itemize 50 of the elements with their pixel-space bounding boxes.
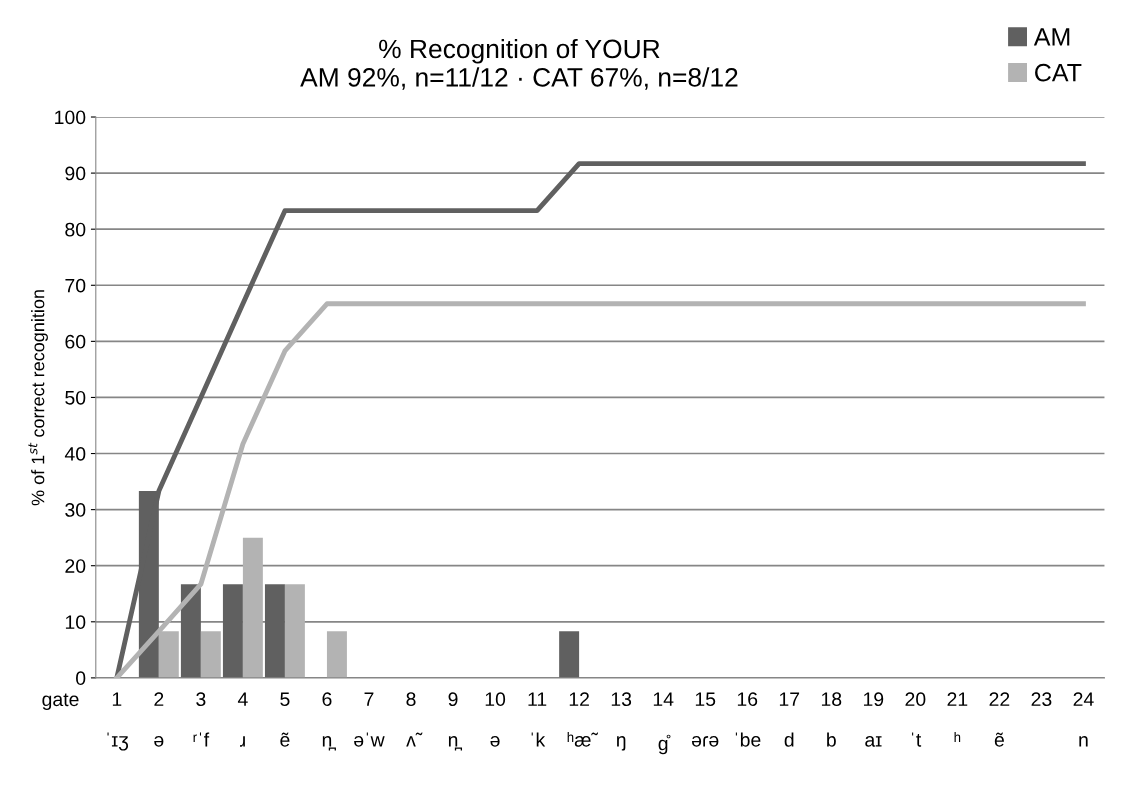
category-label: 21 ʰ <box>947 692 968 742</box>
chart-title: % Recognition of YOUR AM 92%, n=11/12 · CAT 67%, n=8/12 <box>300 38 738 90</box>
y-tick-label: 70 <box>65 278 86 293</box>
category-label: 19 aɪ <box>863 692 884 747</box>
y-tick-label: 10 <box>65 615 86 630</box>
bar <box>264 584 285 678</box>
category-label: 8 ʌ̃ <box>406 692 423 747</box>
category-label: 24 n <box>1073 692 1094 747</box>
y-axis-title: % of 1$^{st}$ correct recognition <box>28 290 48 506</box>
category-label: 5 ẽ <box>280 692 290 747</box>
bar <box>559 631 580 678</box>
category-label: 3 ʳˈf <box>193 692 210 747</box>
bar <box>326 631 347 678</box>
bar <box>284 584 305 678</box>
line-series <box>114 301 1086 678</box>
bar <box>242 537 263 678</box>
category-label: 18 b <box>821 692 842 747</box>
category-label: 6 n̪ <box>322 692 336 751</box>
y-tick-label: 80 <box>65 222 86 237</box>
y-tick-label: 20 <box>65 559 86 573</box>
y-tick-label: 100 <box>55 110 86 125</box>
bar <box>180 584 201 678</box>
category-label: 17 d <box>779 692 800 747</box>
y-tick-label: 90 <box>65 166 86 181</box>
category-label: 10 ə <box>485 692 506 747</box>
legend-label: AM <box>1033 28 1070 46</box>
category-label: 12 ʰæ̃ <box>567 692 599 747</box>
y-tick-label: 40 <box>64 447 86 461</box>
category-label: 1 ˈɪʒ <box>107 692 129 751</box>
category-label: 14 g̊ <box>653 692 674 755</box>
category-label: 22 ẽ <box>989 692 1010 747</box>
bar <box>222 584 243 678</box>
category-label: 13 ŋ <box>611 692 632 751</box>
category-label: 15 əɾə <box>691 692 719 747</box>
category-label: 7 əˈw <box>354 692 385 747</box>
y-tick-label: 50 <box>65 390 86 405</box>
y-tick-label: 60 <box>65 334 86 349</box>
bar <box>200 631 221 678</box>
category-label: 16 ˈbe <box>735 692 761 747</box>
category-label: 11 ˈk <box>528 692 547 747</box>
line-series <box>114 161 1086 678</box>
legend-label: CAT <box>1035 63 1082 82</box>
category-label: 9 n̪ <box>448 692 463 751</box>
category-label: 2 ə <box>154 692 164 747</box>
category-label: 20 ˈt <box>905 692 926 747</box>
x-axis-title: gate <box>42 693 79 711</box>
y-tick-label: 30 <box>65 503 86 517</box>
y-tick-label: 0 <box>76 671 86 686</box>
category-label: 4 ɹ <box>237 692 248 747</box>
x-tick-label: 23 <box>1031 692 1052 707</box>
